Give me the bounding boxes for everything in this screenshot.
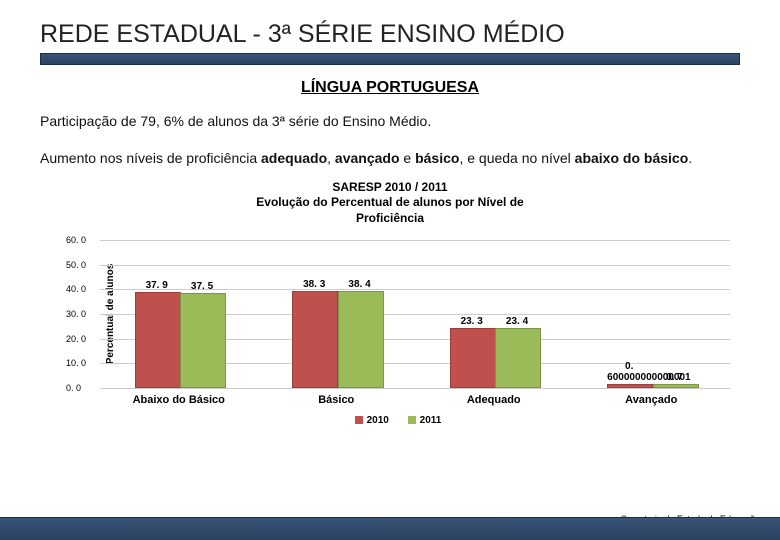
x-category: Básico	[261, 394, 412, 406]
t: , e queda no nível	[459, 150, 574, 166]
ytick: 20. 0	[66, 334, 86, 344]
subtitle: LÍNGUA PORTUGUESA	[0, 79, 780, 97]
chart-legend: 2010 2011	[40, 415, 740, 426]
bar	[180, 293, 226, 388]
bar-value: 38. 4	[338, 279, 382, 290]
x-category: Adequado	[418, 394, 569, 406]
t: Evolução do Percentual de alunos por Nív…	[256, 195, 523, 209]
title-underline	[40, 53, 740, 65]
footer-bar	[0, 517, 780, 540]
bar-value: 23. 4	[495, 316, 539, 327]
bar-value: 37. 5	[180, 281, 224, 292]
t: ,	[327, 150, 335, 166]
intro-participacao: Participação de 79, 6% de alunos da 3ª s…	[40, 113, 740, 129]
ytick: 30. 0	[66, 309, 86, 319]
t: Proficiência	[356, 211, 424, 225]
t: abaixo do básico	[575, 150, 689, 166]
bar	[495, 328, 541, 388]
ytick: 40. 0	[66, 284, 86, 294]
ytick: 60. 0	[66, 235, 86, 245]
legend-swatch-2010	[355, 416, 363, 424]
x-category: Avançado	[576, 394, 727, 406]
bar	[338, 291, 384, 388]
bar	[292, 291, 338, 387]
ytick: 0. 0	[66, 383, 81, 393]
bar	[607, 384, 653, 387]
intro-aumento: Aumento nos níveis de proficiência adequ…	[40, 149, 740, 168]
legend-swatch-2011	[408, 416, 416, 424]
page-title: REDE ESTADUAL - 3ª SÉRIE ENSINO MÉDIO	[40, 20, 740, 49]
bar-value: 38. 3	[292, 279, 336, 290]
bar-value: 37. 9	[135, 280, 179, 291]
t: SARESP 2010 / 2011	[332, 180, 447, 194]
bar	[135, 292, 181, 387]
legend-label-2010: 2010	[367, 415, 389, 426]
bar	[653, 384, 699, 388]
chart-bars: 37. 937. 5 38. 338. 4 23. 323. 4 0. 6000000…	[100, 240, 730, 388]
t: avançado	[335, 150, 400, 166]
chart-plot: Percentual de alunos 0. 010. 020. 030. 0…	[100, 240, 730, 388]
bar-value: 23. 3	[450, 316, 494, 327]
t: básico	[415, 150, 459, 166]
ytick: 50. 0	[66, 260, 86, 270]
t: .	[688, 150, 692, 166]
bar-value: 0. 7	[653, 372, 697, 383]
t: Aumento nos níveis de proficiência	[40, 150, 261, 166]
legend-label-2011: 2011	[420, 415, 442, 426]
t: e	[400, 150, 416, 166]
t: adequado	[261, 150, 327, 166]
bar	[450, 328, 496, 387]
chart: SARESP 2010 / 2011 Evolução do Percentua…	[40, 180, 740, 430]
ytick: 10. 0	[66, 358, 86, 368]
chart-title: SARESP 2010 / 2011 Evolução do Percentua…	[40, 180, 740, 227]
bar-value: 0. 600000000000001	[607, 361, 651, 383]
x-category: Abaixo do Básico	[103, 394, 254, 406]
